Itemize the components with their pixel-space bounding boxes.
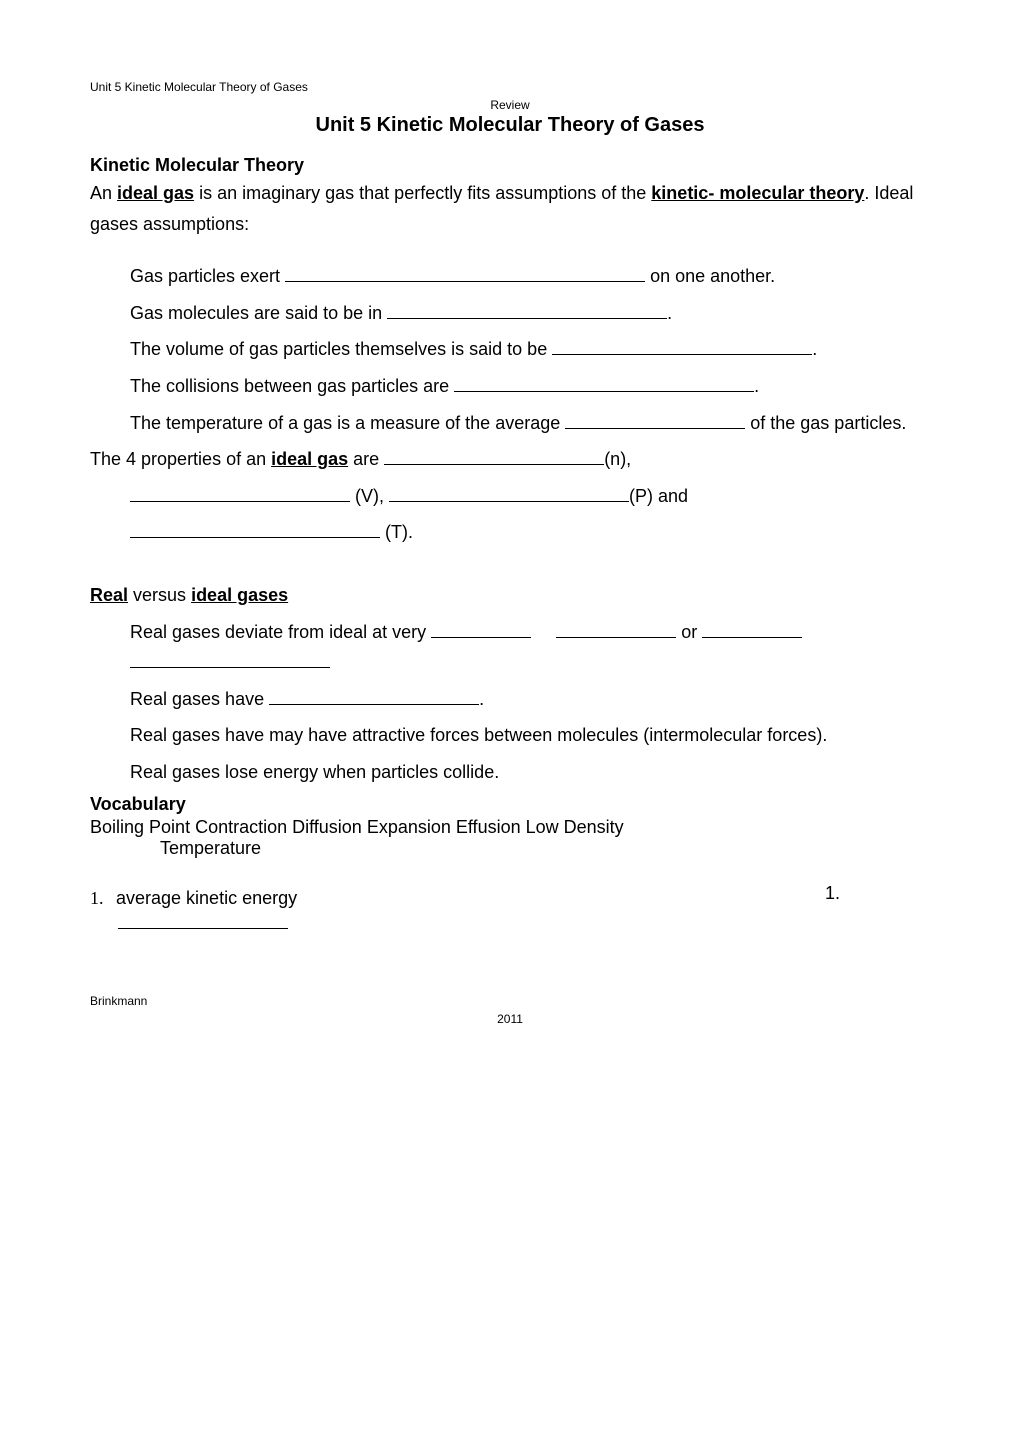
intro-prefix: An: [90, 183, 117, 203]
vocab-line-1: Boiling Point Contraction Diffusion Expa…: [90, 817, 930, 838]
a2-pre: Gas molecules are said to be in: [130, 303, 387, 323]
real-4: Real gases lose energy when particles co…: [130, 757, 930, 788]
a3-pre: The volume of gas particles themselves i…: [130, 339, 552, 359]
item-1-text: average kinetic energy: [116, 883, 297, 914]
blank-a2[interactable]: [387, 303, 667, 319]
real-2: Real gases have .: [130, 684, 930, 715]
heading-real: Real: [90, 585, 128, 605]
r2-post: .: [479, 689, 484, 709]
blank-pt[interactable]: [130, 522, 380, 538]
blank-r1c[interactable]: [702, 621, 802, 637]
item-1-answer-num: 1.: [825, 883, 840, 904]
a4-pre: The collisions between gas particles are: [130, 376, 454, 396]
properties-line-2: (V), (P) and: [130, 481, 930, 512]
assumption-3: The volume of gas particles themselves i…: [130, 334, 930, 365]
page-title: Unit 5 Kinetic Molecular Theory of Gases: [90, 114, 930, 137]
heading-mid: versus: [128, 585, 191, 605]
a5-pre: The temperature of a gas is a measure of…: [130, 413, 565, 433]
intro-kinetic: kinetic- molecular theory: [651, 183, 864, 203]
list-item-1: 1. average kinetic energy: [90, 883, 930, 914]
a1-post: on one another.: [645, 266, 775, 286]
properties-line-1: The 4 properties of an ideal gas are (n)…: [90, 444, 930, 475]
blank-a5[interactable]: [565, 412, 745, 428]
blank-a3[interactable]: [552, 339, 812, 355]
p-p: (P) and: [629, 486, 688, 506]
running-header: Unit 5 Kinetic Molecular Theory of Gases: [90, 80, 930, 94]
r1-or: or: [681, 622, 702, 642]
blank-r1d[interactable]: [130, 652, 330, 668]
a4-post: .: [754, 376, 759, 396]
intro-ideal-gas: ideal gas: [117, 183, 194, 203]
p-v: (V),: [350, 486, 389, 506]
review-label: Review: [90, 98, 930, 112]
assumption-1: Gas particles exert on one another.: [130, 261, 930, 292]
blank-pn[interactable]: [384, 449, 604, 465]
section-heading-kmt: Kinetic Molecular Theory: [90, 155, 930, 176]
real-1: Real gases deviate from ideal at very or: [130, 617, 930, 678]
assumption-2: Gas molecules are said to be in .: [130, 298, 930, 329]
intro-paragraph: An ideal gas is an imaginary gas that pe…: [90, 178, 930, 239]
p-mid: are: [348, 449, 384, 469]
p-pre: The 4 properties of an: [90, 449, 271, 469]
blank-pp[interactable]: [389, 486, 629, 502]
a2-post: .: [667, 303, 672, 323]
heading-ideal: ideal gases: [191, 585, 288, 605]
r3-text: Real gases have may have attractive forc…: [130, 725, 827, 745]
real-3: Real gases have may have attractive forc…: [130, 720, 930, 751]
footer-year: 2011: [90, 1012, 930, 1026]
properties-line-3: (T).: [130, 517, 930, 548]
a5-post: of the gas particles.: [745, 413, 906, 433]
assumption-5: The temperature of a gas is a measure of…: [130, 408, 930, 439]
assumption-4: The collisions between gas particles are…: [130, 371, 930, 402]
p-n: (n),: [604, 449, 631, 469]
intro-mid: is an imaginary gas that perfectly fits …: [194, 183, 651, 203]
blank-pv[interactable]: [130, 486, 350, 502]
a1-pre: Gas particles exert: [130, 266, 285, 286]
blank-r1a[interactable]: [431, 621, 531, 637]
r1-pre: Real gases deviate from ideal at very: [130, 622, 431, 642]
blank-r1b[interactable]: [556, 621, 676, 637]
blank-r2[interactable]: [269, 689, 479, 705]
blank-item1[interactable]: [118, 915, 288, 929]
a3-post: .: [812, 339, 817, 359]
vocab-line-2: Temperature: [160, 838, 930, 859]
footer-author: Brinkmann: [90, 994, 930, 1008]
p-ideal-gas: ideal gas: [271, 449, 348, 469]
item-1-number: 1.: [90, 888, 108, 909]
blank-a1[interactable]: [285, 266, 645, 282]
p-t: (T).: [380, 522, 413, 542]
r2-pre: Real gases have: [130, 689, 269, 709]
blank-a4[interactable]: [454, 376, 754, 392]
vocabulary-heading: Vocabulary: [90, 794, 930, 815]
real-vs-ideal-heading: Real versus ideal gases: [90, 580, 930, 611]
